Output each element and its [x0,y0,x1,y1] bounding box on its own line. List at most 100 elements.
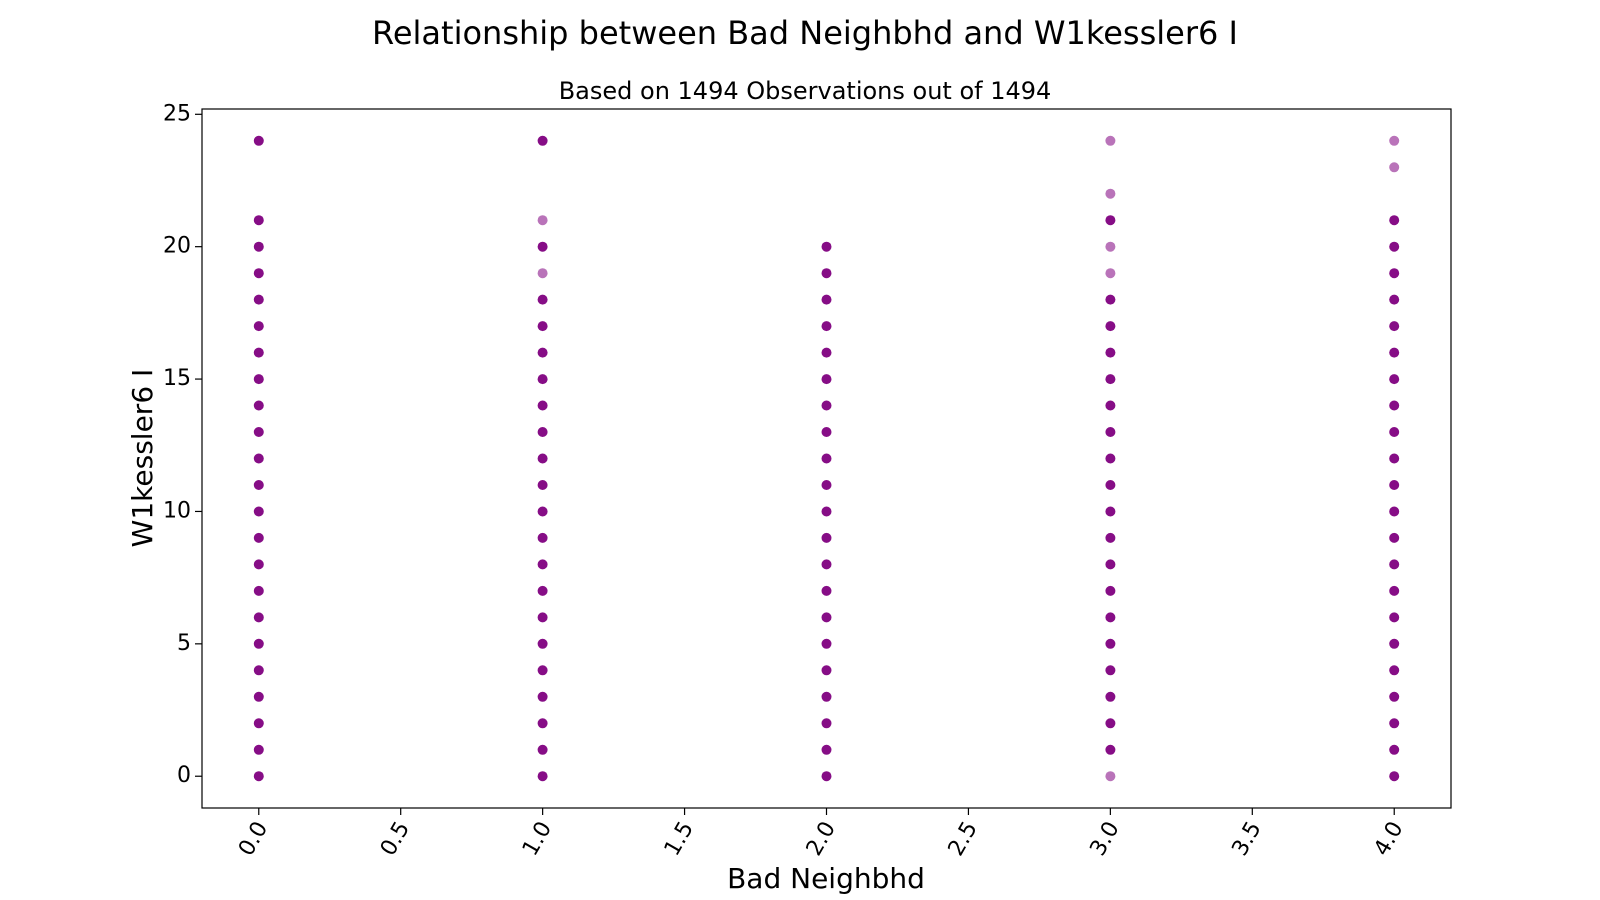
data-point [537,506,548,517]
x-axis-label: Bad Neighbhd [727,862,925,895]
data-point [1389,638,1400,649]
x-axis: 0.0 0.5 1.0 1.5 2.0 2.5 3.0 3.5 4.0 [234,808,1409,860]
data-point [537,532,548,543]
data-point [537,480,548,490]
data-point [821,347,832,358]
data-point [1389,480,1400,490]
x-tick-label: 3.5 [1228,818,1267,861]
data-point [1105,427,1116,437]
y-axis-label: W1kessler6 I [126,369,159,548]
data-point [821,427,832,437]
data-point [821,321,832,332]
data-point [1389,665,1400,676]
data-point [1105,638,1116,649]
data-point [537,665,548,676]
data-point [1389,718,1400,729]
data-point [1389,453,1400,464]
data-point [1105,374,1116,385]
data-point [821,744,832,755]
x-tick-label: 0.0 [234,818,273,861]
data-point [537,135,548,146]
data-point [1389,268,1400,279]
data-point [253,215,264,226]
data-point [1389,241,1400,252]
data-point [1389,294,1400,305]
x-tick-label: 0.5 [376,818,415,861]
data-point [537,559,548,570]
data-point [253,612,264,623]
data-point [1389,744,1400,755]
data-point [1389,612,1400,623]
data-point [537,453,548,464]
data-point [1389,771,1400,782]
data-point [537,347,548,358]
chart-title: Relationship between Bad Neighbhd and W1… [372,14,1238,52]
data-point [1105,480,1116,490]
data-point [821,612,832,623]
data-point [1105,268,1116,279]
data-point [253,321,264,332]
data-point [821,559,832,570]
data-point [1105,453,1116,464]
data-point [821,506,832,517]
data-point [1105,585,1116,596]
data-point [1105,771,1116,782]
data-point [537,585,548,596]
data-point [1105,321,1116,332]
data-point [253,374,264,385]
points-layer [253,135,1400,782]
y-tick-label: 20 [163,234,191,259]
data-point [1105,744,1116,755]
x-tick-label: 2.0 [802,818,841,861]
data-point [253,506,264,517]
data-point [1105,135,1116,146]
data-point [1389,347,1400,358]
data-point [821,665,832,676]
y-tick-label: 15 [163,366,191,391]
data-point [821,453,832,464]
data-point [253,718,264,729]
data-point [821,400,832,411]
data-point [821,294,832,305]
data-point [537,612,548,623]
data-point [253,480,264,490]
data-point [1105,241,1116,252]
x-tick-label: 2.5 [944,818,983,861]
data-point [253,691,264,702]
data-point [1105,400,1116,411]
data-point [253,347,264,358]
data-point [1389,321,1400,332]
data-point [1105,718,1116,729]
data-point [1105,294,1116,305]
data-point [537,321,548,332]
data-point [253,585,264,596]
data-point [821,718,832,729]
data-point [1389,559,1400,570]
data-point [537,241,548,252]
data-point [1389,506,1400,517]
data-point [1389,162,1400,173]
data-point [1105,532,1116,543]
y-tick-label: 5 [177,631,191,656]
x-tick-label: 3.0 [1086,818,1125,861]
data-point [253,427,264,437]
data-point [1389,427,1400,437]
x-tick-label: 4.0 [1369,818,1408,861]
data-point [253,771,264,782]
data-point [537,294,548,305]
data-point [821,585,832,596]
x-tick-label: 1.5 [660,818,699,861]
data-point [537,744,548,755]
data-point [537,400,548,411]
data-point [1389,374,1400,385]
data-point [821,374,832,385]
data-point [821,268,832,279]
data-point [1389,400,1400,411]
data-point [537,374,548,385]
y-tick-label: 10 [163,498,191,523]
data-point [1105,691,1116,702]
data-point [253,135,264,146]
data-point [253,294,264,305]
data-point [253,638,264,649]
